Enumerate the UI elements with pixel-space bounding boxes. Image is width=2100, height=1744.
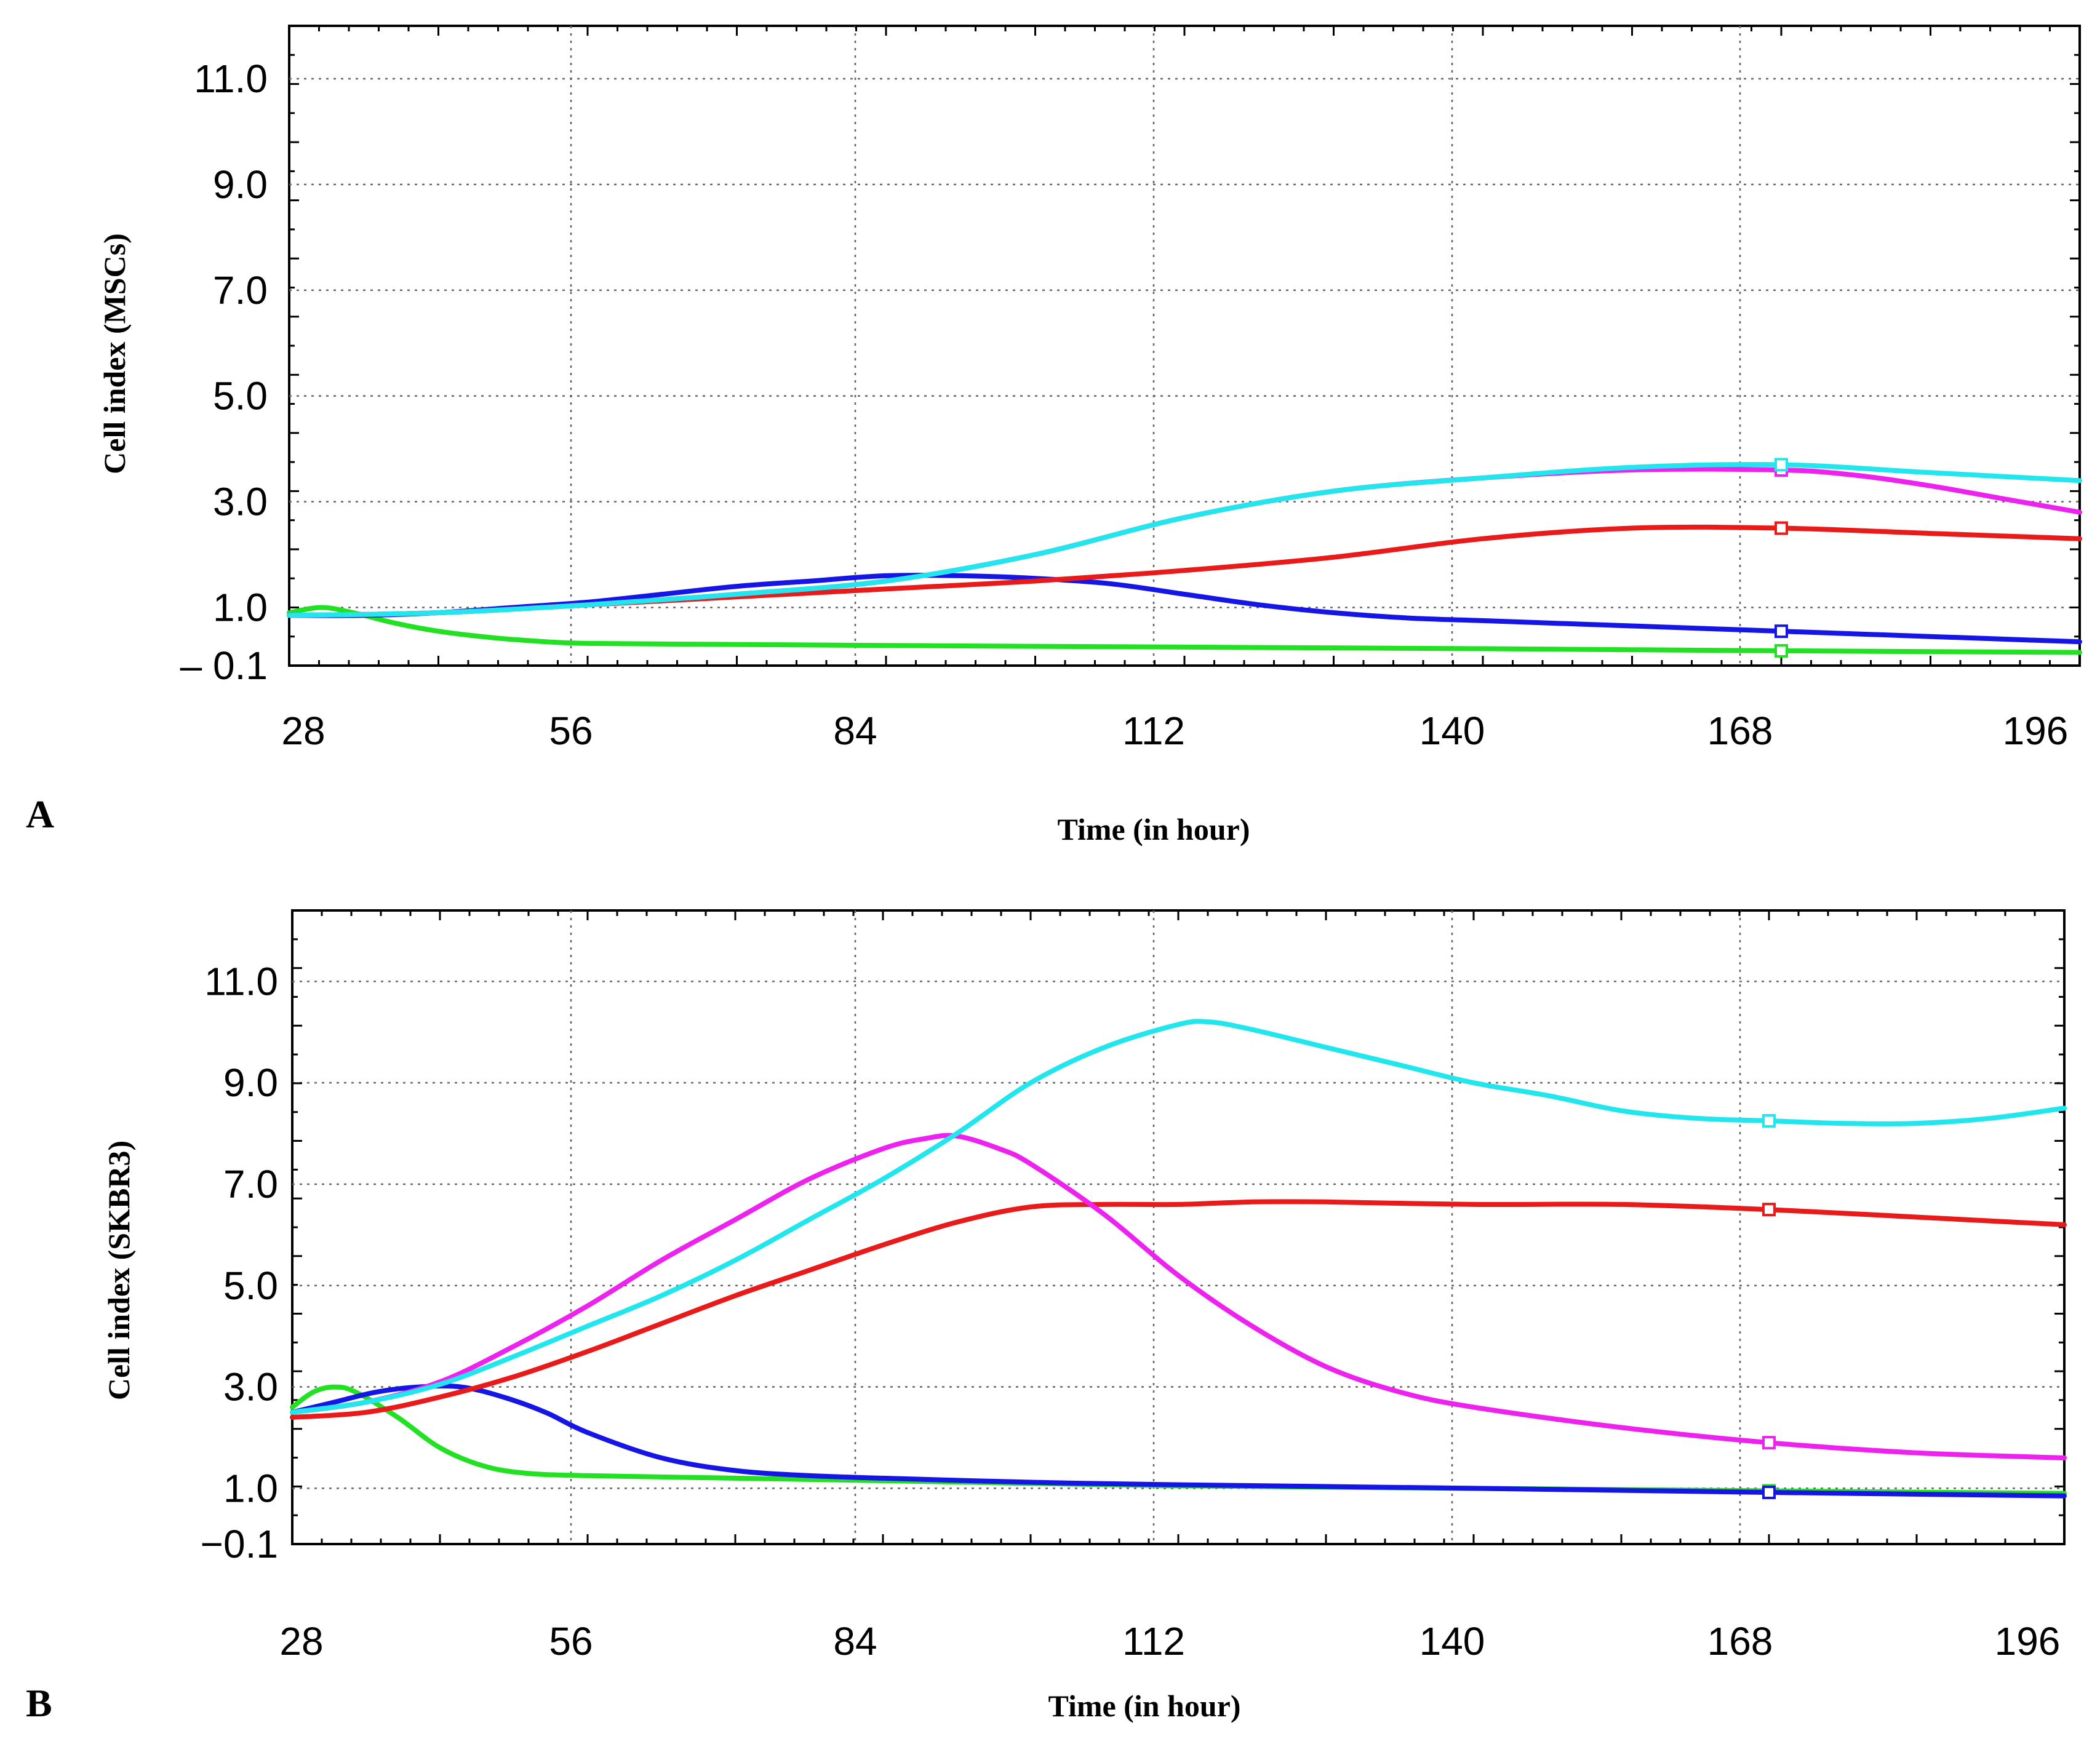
panel-a-chart: 11.0 9.0 7.0 5.0 3.0 1.0 – 0.1 28 56 84 112 140 168… (26, 25, 2082, 846)
panel-b-y-tick-labels: 11.0 9.0 7.0 5.0 3.0 1.0 −0.1 (201, 959, 278, 1566)
panel-a-series-red-marker (1775, 521, 1788, 535)
panel-b-y-tick-label-0-1: −0.1 (201, 1522, 278, 1566)
panel-a-x-axis-title: Time (in hour) (1058, 812, 1250, 846)
panel-a-x-tick-label-84: 84 (833, 709, 877, 753)
panel-a-series-blue-marker (1775, 624, 1788, 639)
panel-a-y-tick-labels: 11.0 9.0 7.0 5.0 3.0 1.0 – 0.1 (180, 57, 268, 688)
panel-a-x-tick-label-196: 196 (2003, 709, 2069, 753)
panel-b-series-magenta-marker (1762, 1436, 1776, 1450)
panel-a-y-axis-title: Cell index (MSCs) (97, 233, 132, 474)
panel-a-y-tick-label-3-0: 3.0 (213, 480, 268, 524)
panel-b-series-cyan-marker (1762, 1113, 1776, 1128)
panel-b-series-blue-line (290, 1383, 2067, 1499)
panel-b-chart: 11.0 9.0 7.0 5.0 3.0 1.0 −0.1 28 56 84 112 140 168 1… (26, 909, 2067, 1725)
panel-b-y-axis-title: Cell index (SKBR3) (102, 1141, 136, 1400)
panel-a-series-green-line (287, 605, 2082, 655)
panel-b-y-tick-label-11-0: 11.0 (204, 959, 278, 1003)
panel-a-x-tick-label-112: 112 (1122, 709, 1185, 753)
panel-a-y-tick-label-5-0: 5.0 (213, 374, 268, 418)
panel-b-y-tick-label-1-0: 1.0 (223, 1466, 278, 1510)
panel-a-y-tick-label-0-1: – 0.1 (180, 643, 268, 688)
panel-b-series-red-line (290, 1199, 2067, 1420)
panel-a-x-tick-label-56: 56 (549, 709, 593, 753)
panel-b-x-tick-label-56: 56 (549, 1619, 593, 1663)
panel-a-gridlines (289, 26, 2080, 666)
panel-b-x-tick-labels: 28 56 84 112 140 168 196 (279, 1619, 2060, 1663)
panel-a-y-tick-label-7-0: 7.0 (213, 268, 268, 313)
panel-b-series-red-marker (1762, 1203, 1776, 1217)
panel-b-x-tick-label-168: 168 (1707, 1619, 1773, 1663)
panel-a-series-layer (287, 458, 2082, 658)
panel-b-y-tick-label-7-0: 7.0 (223, 1162, 278, 1206)
panel-b-series-layer (290, 1019, 2067, 1499)
panel-b-x-tick-label-28: 28 (279, 1619, 323, 1663)
panel-b-y-tick-label-3-0: 3.0 (223, 1365, 278, 1409)
panel-a-x-tick-labels: 28 56 84 112 140 168 196 (281, 709, 2068, 753)
panel-b-x-axis-title: Time (in hour) (1048, 1689, 1241, 1723)
panel-b-gridlines (292, 910, 2064, 1544)
panel-a-y-tick-label-9-0: 9.0 (213, 162, 268, 207)
panel-a-x-tick-label-140: 140 (1419, 709, 1485, 753)
panel-a-series-green-marker (1775, 643, 1788, 658)
panel-b-series-blue-marker (1762, 1485, 1776, 1499)
panel-a-y-tick-label-1-0: 1.0 (213, 585, 268, 629)
panel-a-label: A (26, 792, 54, 836)
panel-a-x-tick-label-168: 168 (1707, 709, 1773, 753)
panel-b-series-magenta-line (290, 1133, 2067, 1460)
panel-b-y-tick-label-5-0: 5.0 (223, 1264, 278, 1308)
panel-a-x-tick-label-28: 28 (281, 709, 325, 753)
panel-b-x-tick-label-84: 84 (833, 1619, 877, 1663)
panel-b-x-tick-label-112: 112 (1122, 1619, 1185, 1663)
panel-a-series-cyan-marker (1775, 458, 1788, 472)
panel-b-label: B (26, 1681, 52, 1725)
panel-b-x-tick-label-196: 196 (1995, 1619, 2061, 1663)
panel-a-edge-ticks (288, 25, 2081, 667)
panel-b-y-tick-label-9-0: 9.0 (223, 1061, 278, 1105)
panel-b-series-cyan-line (290, 1019, 2067, 1415)
panel-a-y-tick-label-11-0: 11.0 (194, 57, 268, 101)
panel-b-series-green-line (290, 1384, 2067, 1496)
panel-b-plot-frame (291, 909, 2066, 1545)
panel-b-x-tick-label-140: 140 (1419, 1619, 1485, 1663)
panel-b-edge-ticks (291, 909, 2066, 1545)
